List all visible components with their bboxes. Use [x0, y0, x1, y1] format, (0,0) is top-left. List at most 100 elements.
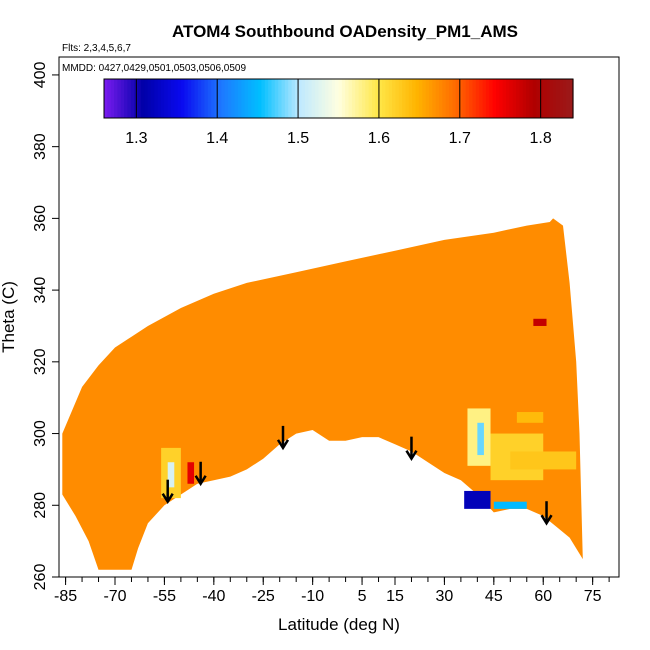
colorbar-cell — [184, 79, 189, 118]
colorbar-cell — [110, 79, 115, 118]
colorbar-cell — [120, 79, 125, 118]
colorbar-cell — [114, 79, 118, 118]
y-tick-label: 400 — [32, 61, 49, 88]
colorbar-cell — [318, 79, 323, 118]
x-tick-label: 45 — [485, 588, 503, 605]
x-axis-label: Latitude (deg N) — [278, 615, 400, 634]
colorbar-cell — [154, 79, 159, 118]
colorbar-ticks: 1.3 1.4 1.5 1.6 1.7 1.8 — [125, 79, 552, 147]
colorbar-cell — [181, 79, 185, 118]
colorbar-tick-label: 1.7 — [449, 130, 471, 147]
colorbar-tick-label: 1.8 — [530, 130, 552, 147]
colorbar-cell — [569, 79, 574, 118]
colorbar-cell — [127, 79, 132, 118]
x-tick-label: -40 — [202, 588, 225, 605]
colorbar-cell — [281, 79, 286, 118]
colorbar-cell — [187, 79, 192, 118]
y-tick-label: 380 — [32, 133, 49, 160]
colorbar-cell — [388, 79, 393, 118]
colorbar-cell — [375, 79, 380, 118]
colorbar-cell — [395, 79, 400, 118]
colorbar-cell — [258, 79, 263, 118]
colorbar-cell — [204, 79, 209, 118]
colorbar-cell — [492, 79, 497, 118]
colorbar-cell — [207, 79, 212, 118]
colorbar-cell — [315, 79, 319, 118]
colorbar-cell — [378, 79, 383, 118]
colorbar-cell — [489, 79, 494, 118]
colorbar-cell — [274, 79, 279, 118]
anomaly-cell — [533, 318, 547, 326]
colorbar-cell — [191, 79, 196, 118]
colorbar-cell — [559, 79, 564, 118]
colorbar-cell — [562, 79, 567, 118]
colorbar-cell — [107, 79, 112, 118]
anomaly-cell — [167, 462, 175, 488]
colorbar-cell — [104, 79, 108, 118]
plot-frame — [58, 56, 620, 578]
colorbar-cell — [459, 79, 464, 118]
colorbar-cell — [549, 79, 554, 118]
x-tick-label: -55 — [153, 588, 176, 605]
colorbar-cell — [358, 79, 363, 118]
flights-label: Flts: 2,3,4,5,6,7 — [62, 43, 131, 54]
y-axis: 260 280 300 320 340 360 380 400 — [32, 61, 59, 590]
colorbar-cell — [472, 79, 477, 118]
x-axis: -85 -70 -55 -40 -25 -10 5 15 30 45 60 75 — [54, 577, 610, 605]
y-tick-label: 360 — [32, 205, 49, 232]
colorbar-cell — [405, 79, 410, 118]
colorbar-cell — [231, 79, 236, 118]
y-tick-label: 280 — [32, 492, 49, 519]
colorbar-tick-label: 1.6 — [368, 130, 390, 147]
colorbar-cell — [479, 79, 484, 118]
colorbar-cell — [325, 79, 330, 118]
colorbar-cell — [398, 79, 403, 118]
colorbar-cell — [217, 79, 222, 118]
anomaly-cell — [187, 462, 195, 484]
colorbar-cell — [248, 79, 252, 118]
colorbar-cell — [150, 79, 155, 118]
colorbar-cell — [331, 79, 336, 118]
colorbar-cell — [495, 79, 500, 118]
colorbar-cell — [177, 79, 182, 118]
x-tick-label: -70 — [103, 588, 126, 605]
colorbar-cell — [194, 79, 199, 118]
colorbar-cell — [372, 79, 376, 118]
x-tick-label: 15 — [386, 588, 404, 605]
colorbar-tick-label: 1.3 — [125, 130, 147, 147]
y-tick-label: 340 — [32, 277, 49, 304]
colorbar-cell — [308, 79, 313, 118]
colorbar-cell — [499, 79, 504, 118]
colorbar-cell — [144, 79, 149, 118]
colorbar-cell — [164, 79, 169, 118]
colorbar-cell — [445, 79, 450, 118]
colorbar-cell — [157, 79, 162, 118]
anomaly-cell — [464, 490, 491, 509]
colorbar-cell — [211, 79, 216, 118]
colorbar-cell — [227, 79, 232, 118]
colorbar-cell — [385, 79, 390, 118]
y-tick-label: 320 — [32, 348, 49, 375]
colorbar-tick-label: 1.4 — [206, 130, 228, 147]
colorbar-cell — [301, 79, 306, 118]
arrow-marker — [540, 501, 553, 526]
colorbar-cell — [516, 79, 520, 118]
colorbar-cell — [338, 79, 343, 118]
colorbar-cell — [167, 79, 172, 118]
colorbar-frame — [103, 78, 574, 119]
colorbar-cell — [241, 79, 246, 118]
colorbar-tick-label: 1.5 — [287, 130, 309, 147]
colorbar-cell — [321, 79, 326, 118]
y-axis-label: Theta (C) — [0, 281, 18, 353]
colorbar-cell — [335, 79, 340, 118]
colorbar-cell — [382, 79, 386, 118]
colorbar-cell — [442, 79, 447, 118]
data-field — [62, 218, 583, 570]
arrow-marker — [276, 425, 290, 451]
colorbar-cell — [160, 79, 165, 118]
colorbar-cell — [140, 79, 145, 118]
colorbar-cell — [271, 79, 276, 118]
colorbar-cell — [435, 79, 440, 118]
colorbar-cell — [268, 79, 273, 118]
colorbar-cell — [294, 79, 299, 118]
